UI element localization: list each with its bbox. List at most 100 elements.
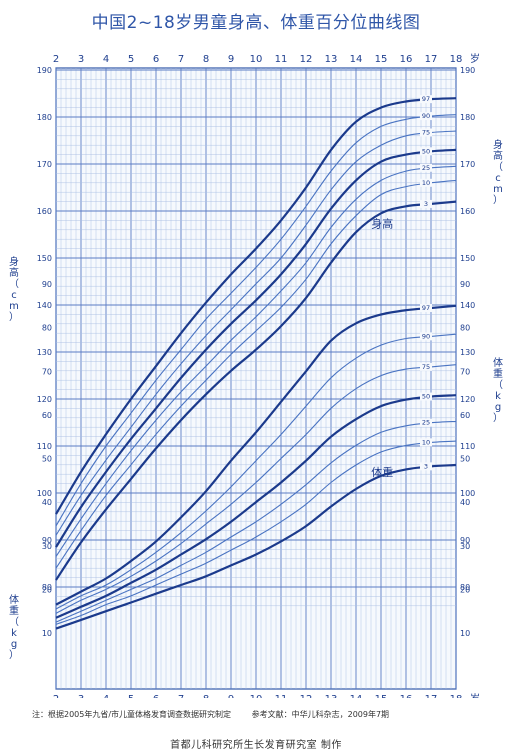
weight-tick-left: 10 bbox=[42, 629, 52, 638]
weight-axis-label-left-char: g bbox=[11, 639, 17, 650]
weight-tick-left: 40 bbox=[42, 498, 52, 507]
weight-tick-right: 80 bbox=[460, 324, 470, 333]
x-tick-bottom: 2 bbox=[53, 694, 59, 698]
height-tick-left: 160 bbox=[37, 207, 52, 216]
weight-label-p90: 90 bbox=[422, 332, 430, 340]
height-tick-left: 140 bbox=[37, 301, 52, 310]
height-tick-left: 90 bbox=[42, 536, 52, 545]
weight-axis-label-right-char: k bbox=[495, 391, 501, 402]
height-axis-label-left-char: 高 bbox=[9, 266, 19, 279]
height-curve-p25 bbox=[55, 165, 457, 557]
weight-tick-right: 60 bbox=[460, 411, 470, 420]
height-tick-right: 190 bbox=[460, 66, 475, 75]
percentile-curves bbox=[55, 97, 457, 630]
x-tick-bottom: 16 bbox=[400, 694, 413, 698]
weight-label-p97: 97 bbox=[422, 304, 430, 312]
weight-curve-p97 bbox=[55, 304, 457, 606]
weight-tick-right: 50 bbox=[460, 455, 470, 464]
weight-tick-left: 50 bbox=[42, 455, 52, 464]
height-tick-left: 80 bbox=[42, 583, 52, 592]
height-curve-p75 bbox=[55, 130, 457, 536]
height-axis-label-left: 身高（cm） bbox=[9, 255, 19, 323]
chart-title: 中国2~18岁男童身高、体重百分位曲线图 bbox=[91, 13, 421, 33]
weight-curve-p10 bbox=[55, 440, 457, 625]
footnote-reference: 参考文献：中华儿科杂志，2009年7期 bbox=[251, 710, 390, 719]
height-axis-label-right-char: c bbox=[495, 173, 501, 184]
height-axis-label-right-char: 身 bbox=[493, 138, 503, 151]
weight-label-bg bbox=[420, 303, 432, 312]
credit-line: 首都儿科研究所生长发育研究室 制作 bbox=[170, 740, 342, 751]
height-tick-left: 170 bbox=[37, 160, 52, 169]
x-tick-bottom: 6 bbox=[153, 694, 159, 698]
weight-label-bg bbox=[420, 462, 432, 471]
weight-axis-label-left-char: 体 bbox=[9, 594, 19, 606]
height-label-p3: 3 bbox=[424, 200, 428, 208]
x-tick-top: 10 bbox=[250, 54, 263, 65]
weight-axis-label-right: 体重（kg） bbox=[493, 357, 503, 424]
weight-tick-right: 10 bbox=[460, 629, 470, 638]
x-tick-bottom: 7 bbox=[178, 694, 184, 698]
weight-label-bg bbox=[420, 392, 432, 401]
x-tick-top: 8 bbox=[203, 54, 209, 65]
height-curve-p50 bbox=[55, 148, 457, 548]
height-axis-label-right-char: （ bbox=[493, 161, 503, 173]
weight-axis-label-left: 体重（kg） bbox=[9, 594, 19, 661]
height-axis-label-right-char: ） bbox=[493, 194, 503, 206]
x-tick-bottom: 9 bbox=[228, 694, 234, 698]
x-tick-top: 15 bbox=[375, 54, 388, 65]
x-tick-bottom: 14 bbox=[350, 694, 363, 698]
height-axis-label-left-char: ） bbox=[9, 311, 19, 323]
weight-curve-p25 bbox=[55, 420, 457, 623]
height-tick-left: 100 bbox=[37, 489, 52, 498]
x-tick-top: 5 bbox=[128, 54, 134, 65]
x-tick-top: 7 bbox=[178, 54, 184, 65]
height-label-bg bbox=[420, 112, 432, 121]
x-tick-top: 13 bbox=[325, 54, 338, 65]
height-tick-right: 90 bbox=[460, 536, 470, 545]
weight-axis-label-right-char: 重 bbox=[493, 367, 503, 380]
x-tick-top: 3 bbox=[78, 54, 84, 65]
x-tick-top: 12 bbox=[300, 54, 313, 65]
x-tick-bottom: 11 bbox=[275, 694, 288, 698]
height-axis-label-left-char: m bbox=[9, 301, 19, 312]
height-axis-label-left-char: （ bbox=[9, 278, 19, 290]
height-label-bg bbox=[420, 147, 432, 156]
height-label-p75: 75 bbox=[422, 129, 430, 137]
x-tick-bottom: 8 bbox=[203, 694, 209, 698]
weight-label-p75: 75 bbox=[422, 363, 430, 371]
weight-tick-left: 90 bbox=[42, 280, 52, 289]
weight-tick-left: 60 bbox=[42, 411, 52, 420]
height-group-label: 身高 bbox=[371, 216, 393, 230]
height-tick-right: 130 bbox=[460, 348, 475, 357]
weight-tick-right: 70 bbox=[460, 367, 470, 376]
weight-label-p10: 10 bbox=[422, 438, 430, 446]
weight-tick-right: 30 bbox=[460, 542, 470, 551]
x-unit-top: 岁 bbox=[470, 52, 480, 65]
weight-axis-label-right-char: （ bbox=[493, 379, 503, 391]
height-curve-p3 bbox=[55, 200, 457, 581]
height-tick-right: 80 bbox=[460, 583, 470, 592]
x-tick-bottom: 4 bbox=[103, 694, 109, 698]
height-label-p90: 90 bbox=[422, 112, 430, 120]
weight-label-p25: 25 bbox=[422, 419, 430, 427]
weight-tick-left: 80 bbox=[42, 324, 52, 333]
height-tick-left: 110 bbox=[37, 442, 52, 451]
x-tick-top: 4 bbox=[103, 54, 109, 65]
height-tick-left: 190 bbox=[37, 66, 52, 75]
height-label-bg bbox=[420, 199, 432, 208]
height-tick-right: 100 bbox=[460, 489, 475, 498]
weight-tick-right: 90 bbox=[460, 280, 470, 289]
weight-curve-p75 bbox=[55, 364, 457, 614]
weight-label-bg bbox=[420, 362, 432, 371]
height-tick-left: 150 bbox=[37, 254, 52, 263]
x-tick-bottom: 18 bbox=[450, 694, 463, 698]
footnote-source: 注：根据2005年九省/市儿童体格发育调查数据研究制定 bbox=[32, 710, 232, 719]
height-curve-p90 bbox=[55, 114, 457, 527]
x-tick-bottom: 3 bbox=[78, 694, 84, 698]
growth-chart: 2 2 3 3 4 4 5 5 6 6 7 7 8 8 9 9 10 10 11 11 12 12 13 13 14 14 15 15… bbox=[9, 52, 503, 698]
weight-tick-right: 40 bbox=[460, 498, 470, 507]
height-label-bg bbox=[420, 163, 432, 172]
height-tick-right: 140 bbox=[460, 301, 475, 310]
x-tick-bottom: 5 bbox=[128, 694, 134, 698]
height-tick-left: 130 bbox=[37, 348, 52, 357]
